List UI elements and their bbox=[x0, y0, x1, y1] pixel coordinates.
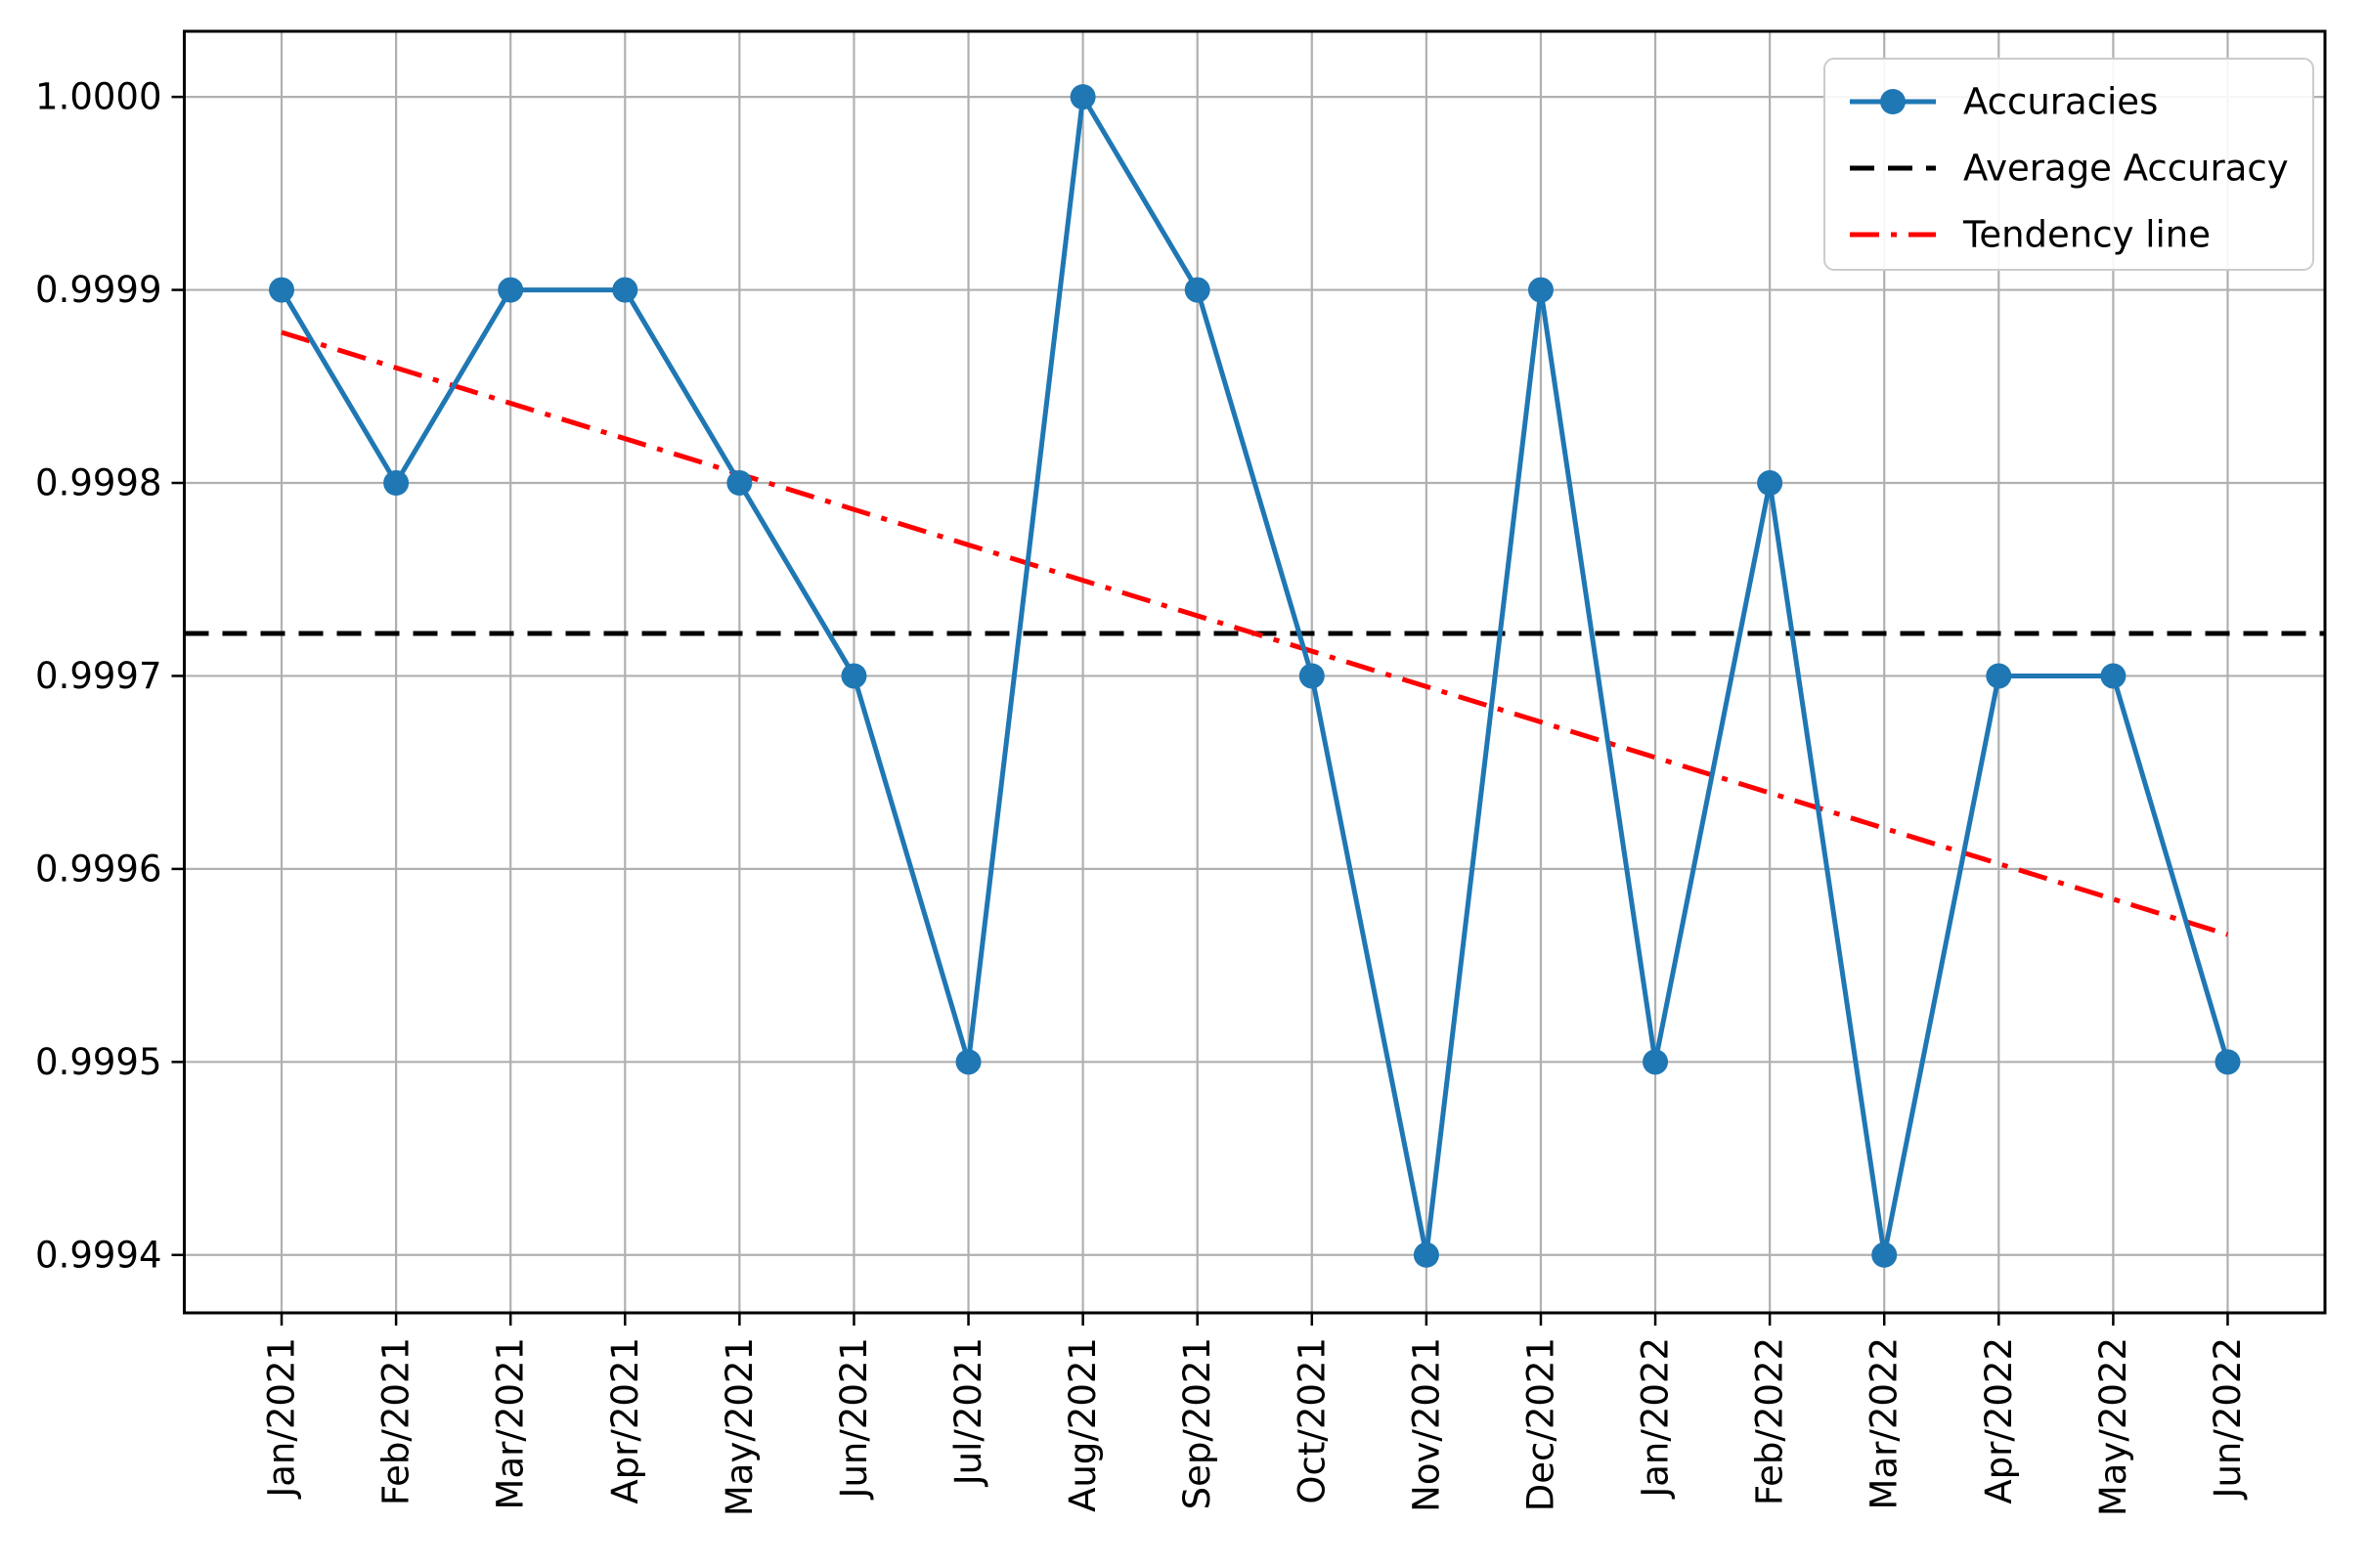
accuracies-marker bbox=[1986, 663, 2012, 689]
x-tick-label: May/2022 bbox=[2092, 1337, 2134, 1516]
x-axis-labels: Jan/2021 Feb/2021 Mar/2021 Apr/2021 May/2021… bbox=[261, 1337, 2249, 1516]
legend-sample-marker bbox=[1880, 89, 1906, 114]
accuracies-marker bbox=[1413, 1241, 1439, 1268]
accuracies-marker bbox=[2100, 663, 2127, 689]
x-tick-label: Oct/2021 bbox=[1291, 1337, 1333, 1504]
x-tick-label: Dec/2021 bbox=[1519, 1337, 1561, 1511]
legend-item-average-accuracy: Average Accuracy bbox=[1850, 148, 2289, 190]
accuracies-marker bbox=[1184, 277, 1210, 303]
tendency-line bbox=[281, 329, 2229, 937]
accuracies-marker bbox=[1757, 470, 1783, 497]
accuracies-marker bbox=[383, 470, 410, 497]
x-tick-label: Jan/2022 bbox=[1635, 1337, 1677, 1500]
y-tick-label: 0.9995 bbox=[35, 1041, 161, 1083]
x-tick-label: Jan/2021 bbox=[261, 1337, 303, 1500]
x-tick-label: Mar/2021 bbox=[490, 1337, 532, 1509]
y-tick-label: 0.9998 bbox=[35, 462, 161, 504]
accuracies-marker bbox=[1643, 1049, 1669, 1075]
accuracies-marker bbox=[498, 277, 524, 303]
x-tick-label: Jul/2021 bbox=[947, 1337, 989, 1487]
x-tick-label: May/2021 bbox=[719, 1337, 761, 1516]
accuracies-marker bbox=[1298, 663, 1325, 689]
accuracies-marker bbox=[955, 1049, 982, 1075]
y-tick-label: 0.9997 bbox=[35, 655, 161, 697]
accuracies-marker bbox=[269, 277, 295, 303]
legend-label: Accuracies bbox=[1963, 81, 2158, 123]
x-tick-label: Mar/2022 bbox=[1864, 1337, 1906, 1509]
legend: Accuracies Average Accuracy Tendency line bbox=[1823, 58, 2314, 271]
x-tick-label: Apr/2022 bbox=[1978, 1337, 2020, 1504]
legend-item-accuracies: Accuracies bbox=[1850, 81, 2158, 123]
accuracies-marker bbox=[1527, 277, 1554, 303]
x-tick-label: Sep/2021 bbox=[1176, 1337, 1218, 1509]
accuracies-marker bbox=[726, 470, 753, 497]
legend-box bbox=[1823, 58, 2314, 271]
x-tick-label: Feb/2021 bbox=[375, 1337, 417, 1505]
legend-label: Tendency line bbox=[1962, 214, 2211, 256]
accuracies-marker bbox=[2215, 1049, 2241, 1075]
y-tick-label: 0.9999 bbox=[35, 269, 161, 311]
tick-marks bbox=[171, 95, 2229, 1326]
accuracies-marker bbox=[841, 663, 867, 689]
accuracies-marker bbox=[1070, 84, 1096, 110]
y-tick-label: 0.9996 bbox=[35, 848, 161, 890]
x-tick-label: Aug/2021 bbox=[1062, 1337, 1104, 1512]
x-tick-label: Jun/2021 bbox=[833, 1337, 875, 1500]
accuracies-markers bbox=[269, 84, 2241, 1268]
x-tick-label: Nov/2021 bbox=[1405, 1337, 1447, 1512]
y-tick-label: 1.0000 bbox=[35, 76, 161, 118]
y-axis-labels: 1.0000 0.9999 0.9998 0.9997 0.9996 0.9995 0.99… bbox=[35, 76, 161, 1277]
accuracies-line bbox=[279, 94, 2230, 1258]
x-tick-label: Jun/2022 bbox=[2207, 1337, 2249, 1500]
gridlines bbox=[184, 31, 2325, 1313]
plot-border bbox=[183, 29, 2327, 1315]
x-tick-label: Feb/2022 bbox=[1749, 1337, 1791, 1505]
x-tick-label: Apr/2021 bbox=[604, 1337, 646, 1504]
legend-item-tendency-line: Tendency line bbox=[1850, 214, 2211, 256]
accuracies-marker bbox=[612, 277, 638, 303]
accuracies-marker bbox=[1871, 1241, 1898, 1268]
legend-label: Average Accuracy bbox=[1963, 148, 2289, 190]
y-tick-label: 0.9994 bbox=[35, 1234, 161, 1276]
